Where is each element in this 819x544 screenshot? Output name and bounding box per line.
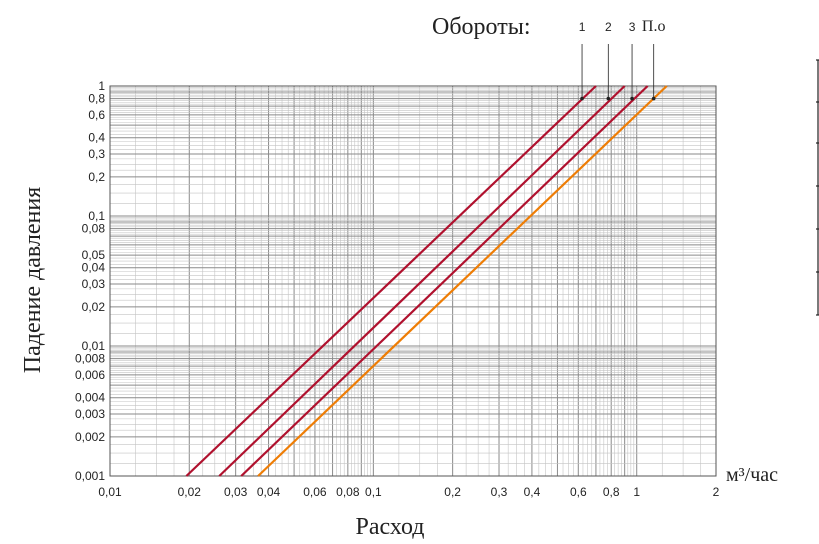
y-tick-label: 0,01 [82,339,106,353]
legend-label: 1 [579,20,586,34]
y-tick-label: 0,03 [82,277,106,291]
x-tick-label: 0,08 [336,485,360,499]
legend-label: П.о [642,18,666,35]
legend: 1 2 3 П.о [579,18,666,101]
series-line-2 [218,85,626,477]
y-tick-label: 0,08 [82,222,106,236]
x-tick-label: 2 [713,485,720,499]
y-tick-label: 0,006 [75,368,105,382]
series-marker [651,96,656,101]
x-axis-unit: м³/час [726,464,778,486]
series-marker [630,96,634,101]
x-tick-label: 0,3 [491,485,508,499]
x-tick-label: 0,8 [603,485,620,499]
x-tick-label: 0,4 [524,485,541,499]
x-tick-labels: 0,01 0,02 0,03 0,04 0,06 0,08 0,1 0,2 0,3 0,4 0,6 0… [98,485,719,499]
y-axis-label: Падение давления [20,187,46,373]
x-tick-label: 0,02 [178,485,202,499]
y-tick-label: 0,8 [88,92,105,106]
y-tick-label: 0,001 [75,469,105,483]
x-tick-label: 0,01 [98,485,122,499]
x-axis-label: Расход [356,514,425,540]
grid [109,86,717,477]
x-tick-label: 0,2 [444,485,461,499]
x-tick-label: 0,06 [303,485,327,499]
x-tick-label: 1 [633,485,640,499]
series-line-3 [240,85,649,477]
x-tick-label: 0,1 [365,485,382,499]
y-tick-label: 0,004 [75,391,105,405]
series-marker [580,96,584,101]
y-tick-label: 0,3 [88,147,105,161]
y-tick-label: 0,4 [88,131,105,145]
y-tick-label: 0,003 [75,407,105,421]
x-tick-label: 0,6 [570,485,587,499]
legend-label: 3 [629,20,636,34]
series-lines [185,85,668,477]
y-tick-label: 0,04 [82,261,106,275]
y-tick-label: 0,6 [88,108,105,122]
plot-border [109,85,717,477]
x-tick-label: 0,04 [257,485,281,499]
x-tick-label: 0,03 [224,485,248,499]
series-line-1 [185,85,597,477]
y-tick-label: 0,1 [88,209,105,223]
plot-frame [109,85,717,477]
legend-label: 2 [605,20,612,34]
y-tick-label: 1 [98,79,105,93]
legend-title: Обороты: [432,14,531,40]
series-line-П.о [257,85,668,477]
y-tick-label: 0,02 [82,300,106,314]
y-tick-label: 0,05 [82,248,106,262]
y-tick-label: 0,008 [75,352,105,366]
y-tick-label: 0,2 [88,170,105,184]
series-marker [606,96,611,101]
y-tick-label: 0,002 [75,430,105,444]
